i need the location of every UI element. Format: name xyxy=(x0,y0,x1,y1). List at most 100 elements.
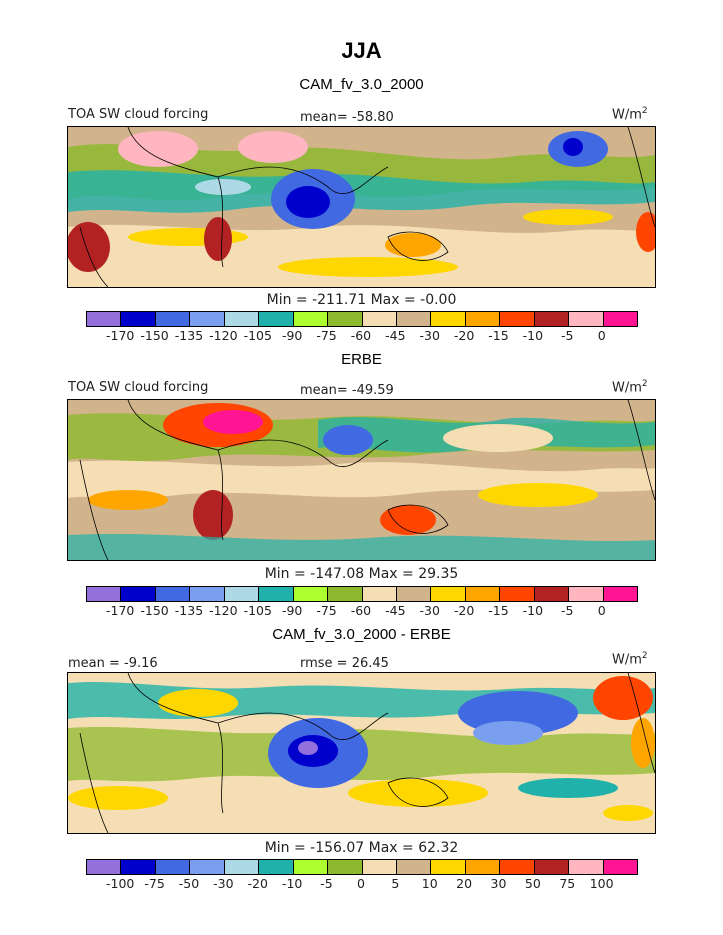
colorbar-swatch xyxy=(87,860,122,874)
colorbar-swatch xyxy=(259,312,294,326)
colorbar-swatch xyxy=(190,860,225,874)
colorbar-swatch xyxy=(431,312,466,326)
tick-label: -5 xyxy=(561,603,574,618)
tick-label: -50 xyxy=(178,876,200,891)
colorbar-swatch xyxy=(121,312,156,326)
colorbar-swatch xyxy=(603,312,637,326)
tick-label: -15 xyxy=(488,603,509,618)
tick-label: 0 xyxy=(597,328,606,343)
colorbar-swatch xyxy=(465,312,501,326)
colorbar-swatch xyxy=(500,860,535,874)
tick-label: -120 xyxy=(209,328,238,343)
min-max-label: Min = -211.71 Max = -0.00 xyxy=(266,292,457,308)
tick-label: -45 xyxy=(385,603,406,618)
tick-label: 20 xyxy=(456,876,473,891)
min-max-label: Min = -156.07 Max = 62.32 xyxy=(264,840,459,856)
tick-label: -120 xyxy=(209,603,238,618)
colorbar-swatch xyxy=(259,860,294,874)
colorbar-swatch xyxy=(87,312,122,326)
colorbar-swatch xyxy=(534,587,570,601)
colorbar-swatch xyxy=(534,312,570,326)
colorbar-swatch xyxy=(603,587,637,601)
mean-label: mean= -49.59 xyxy=(300,383,394,398)
tick-label: -105 xyxy=(243,328,272,343)
colorbar-swatch xyxy=(155,587,191,601)
panel-title: ERBE xyxy=(341,351,382,368)
tick-label: -60 xyxy=(350,603,372,618)
mean-label: mean = -9.16 xyxy=(68,656,158,671)
colorbar-swatch xyxy=(293,860,329,874)
colorbar-swatch xyxy=(500,587,535,601)
tick-label: 30 xyxy=(490,876,507,891)
figure-title: JJA xyxy=(341,38,382,63)
colorbar-swatch xyxy=(431,860,466,874)
colorbar-swatch xyxy=(534,860,570,874)
tick-label: -75 xyxy=(316,328,337,343)
map-model xyxy=(67,126,656,288)
colorbar-difference xyxy=(86,859,638,875)
tick-label: -30 xyxy=(419,328,440,343)
colorbar-swatch xyxy=(569,312,604,326)
colorbar-swatch xyxy=(224,860,260,874)
mean-label: mean= -58.80 xyxy=(300,110,394,125)
colorbar-swatch xyxy=(362,312,397,326)
tick-label: -60 xyxy=(350,328,372,343)
panel-title: CAM_fv_3.0_2000 - ERBE xyxy=(272,626,451,643)
colorbar-swatch xyxy=(155,860,191,874)
tick-label: -20 xyxy=(453,603,475,618)
tick-label: -20 xyxy=(453,328,475,343)
tick-label: -100 xyxy=(106,876,135,891)
colorbar-swatch xyxy=(465,860,501,874)
colorbar-swatch xyxy=(431,587,466,601)
colorbar-swatch xyxy=(328,860,363,874)
colorbar-swatch xyxy=(224,312,260,326)
colorbar-swatch xyxy=(500,312,535,326)
tick-label: -20 xyxy=(247,876,268,891)
colorbar-swatch xyxy=(224,587,260,601)
colorbar-swatch xyxy=(569,587,604,601)
colorbar-swatch xyxy=(259,587,294,601)
tick-label: -5 xyxy=(320,876,333,891)
colorbar-observed xyxy=(86,586,638,602)
colorbar-ticks: -100 -75 -50 -30 -20 -10 -5 0 5 10 20 30… xyxy=(103,876,619,891)
units-label: W/m2 xyxy=(612,651,648,668)
min-max-label: Min = -147.08 Max = 29.35 xyxy=(264,566,459,582)
tick-label: -5 xyxy=(561,328,574,343)
tick-label: 10 xyxy=(421,876,438,891)
tick-label: 100 xyxy=(589,876,614,891)
colorbar-swatch xyxy=(569,860,604,874)
tick-label: -135 xyxy=(174,328,204,343)
colorbar-swatch xyxy=(293,312,329,326)
colorbar-swatch xyxy=(155,312,191,326)
tick-label: -170 xyxy=(106,603,135,618)
colorbar-ticks: -170 -150 -135 -120 -105 -90 -75 -60 -45… xyxy=(103,603,619,618)
tick-label: -135 xyxy=(174,603,204,618)
tick-label: -10 xyxy=(522,328,544,343)
tick-label: 5 xyxy=(391,876,400,891)
colorbar-swatch xyxy=(87,587,122,601)
tick-label: -150 xyxy=(140,603,169,618)
tick-label: 75 xyxy=(559,876,576,891)
colorbar-swatch xyxy=(293,587,329,601)
colorbar-swatch xyxy=(396,587,432,601)
colorbar-swatch xyxy=(465,587,501,601)
colorbar-swatch xyxy=(328,312,363,326)
rmse-label: rmse = 26.45 xyxy=(300,656,389,671)
colorbar-swatch xyxy=(603,860,637,874)
units-label: W/m2 xyxy=(612,379,648,396)
tick-label: -10 xyxy=(522,603,544,618)
colorbar-swatch xyxy=(396,860,432,874)
tick-label: -90 xyxy=(281,328,303,343)
field-label: TOA SW cloud forcing xyxy=(68,107,209,122)
tick-label: -105 xyxy=(243,603,272,618)
tick-label: -30 xyxy=(419,603,440,618)
tick-label: -45 xyxy=(385,328,406,343)
field-label: TOA SW cloud forcing xyxy=(68,380,209,395)
tick-label: -30 xyxy=(213,876,234,891)
tick-label: 0 xyxy=(356,876,365,891)
tick-label: -170 xyxy=(106,328,135,343)
map-observed xyxy=(67,399,656,561)
tick-label: -10 xyxy=(281,876,303,891)
tick-label: 50 xyxy=(524,876,541,891)
tick-label: -150 xyxy=(140,328,169,343)
